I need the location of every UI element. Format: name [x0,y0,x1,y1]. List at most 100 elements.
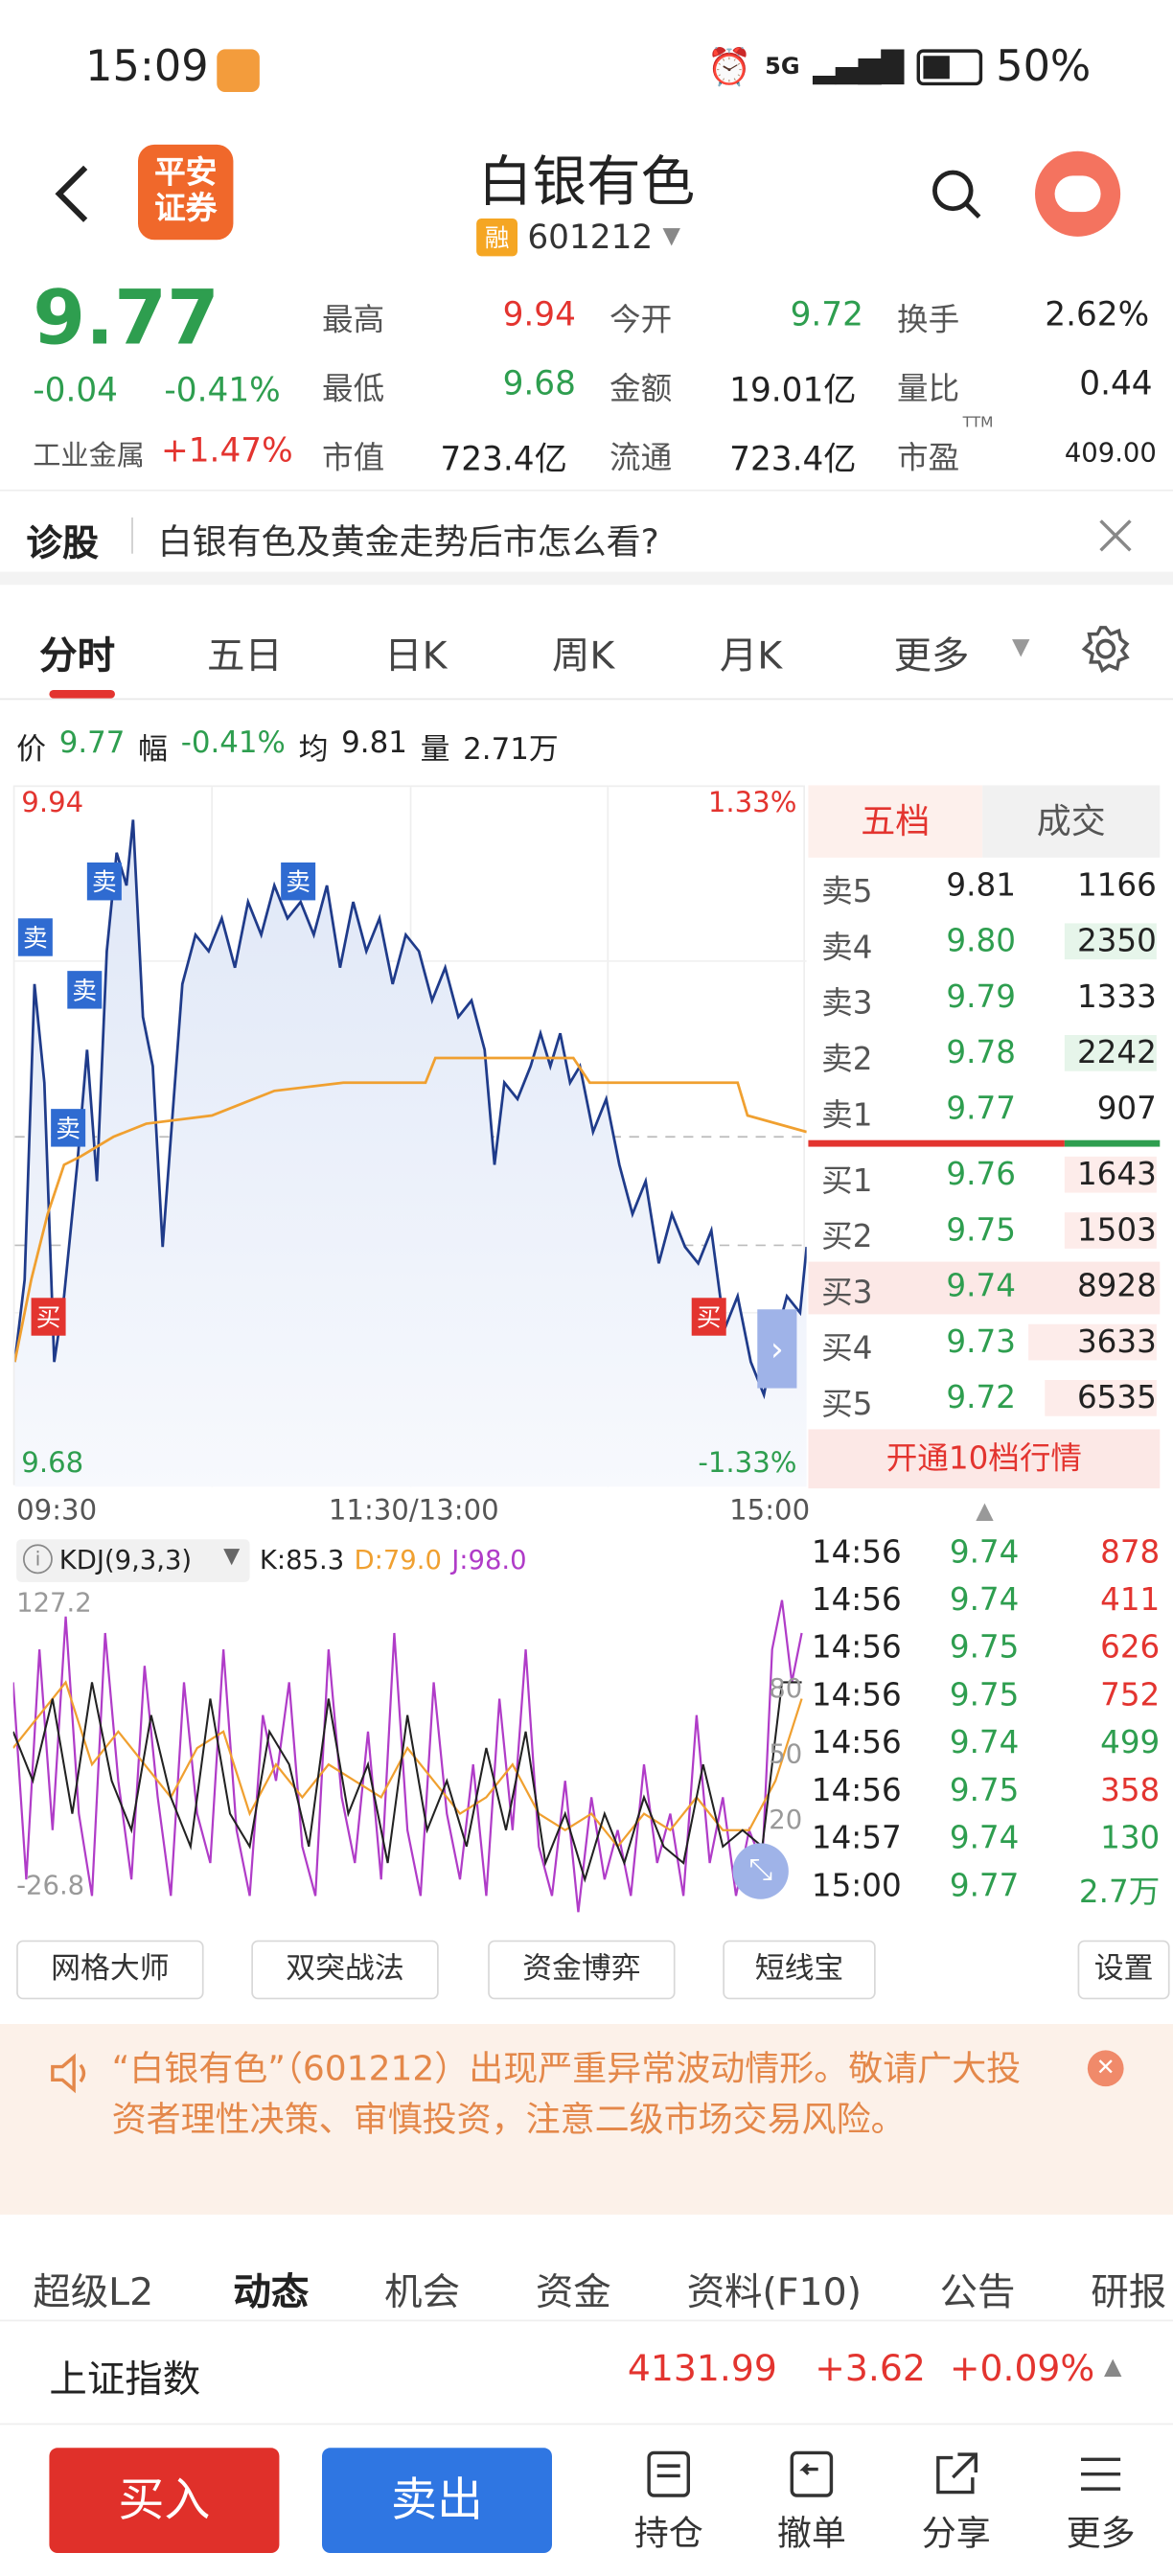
buy-button[interactable]: 买入 [49,2448,280,2554]
back-icon[interactable] [49,161,95,227]
diagnosis-bar[interactable]: 诊股 白银有色及黄金走势后市怎么看? [0,489,1173,586]
tab-month-k[interactable]: 月K [719,635,783,679]
info-vol: 2.71万 [463,732,559,768]
info-price-label: 价 [16,732,47,768]
kdj-20: 20 [769,1804,803,1835]
intraday-chart[interactable]: 9.94 1.33% 9.68 -1.33% 卖 卖 卖 卖 卖 买 买 › [12,785,807,1487]
avg-price-line [14,1056,807,1363]
buy-sell-ratio-bar [808,1139,1065,1147]
buy-marker[interactable]: 买 [31,1298,66,1336]
kdj-chart[interactable]: 127.2 -26.8 80 50 20 ⤡ [12,1584,805,1913]
tab-news[interactable]: 动态 [233,2271,310,2315]
tab-more[interactable]: 更多 [893,635,970,679]
kdj-j: J:98.0 [451,1544,527,1576]
share-label: 分享 [921,2513,991,2554]
tab-funds[interactable]: 资金 [535,2271,611,2315]
share-button[interactable]: 分享 [910,2448,1002,2556]
index-pct: +0.09% [949,2349,1095,2391]
high-label: 最高 [322,302,385,339]
kdj-k-line [12,1681,802,1883]
float-value: 723.4亿 [729,438,857,478]
tab-opportunity[interactable]: 机会 [384,2271,461,2315]
holdings-icon [647,2450,691,2497]
tab-intraday[interactable]: 分时 [39,635,116,679]
info-vol-label: 量 [420,732,450,768]
sell-marker[interactable]: 卖 [17,918,53,956]
tab-announcements[interactable]: 公告 [939,2271,1016,2315]
margin-badge: 融 [476,218,518,256]
sell-marker[interactable]: 卖 [281,862,316,901]
grid-master-button[interactable]: 网格大师 [16,1940,204,2000]
status-time: 15:09 [85,42,209,93]
settings-button[interactable]: 设置 [1077,1940,1170,2000]
settings-gear-icon[interactable] [1081,624,1130,674]
tab-trades[interactable]: 成交 [982,785,1161,858]
info-range-label: 幅 [138,732,168,768]
more-button[interactable]: 更多 [1055,2448,1147,2556]
tick-row: 14:56 9.74 411 [811,1581,1161,1619]
caret-down-icon: ▼ [1012,633,1030,661]
kdj-k: K:85.3 [259,1544,345,1576]
bid-row: 买2 9.75 1503 [821,1212,1157,1255]
tick-row: 15:00 9.77 2.7万 [811,1868,1161,1911]
tab-five-levels[interactable]: 五档 [808,785,983,858]
cancel-order-button[interactable]: 撤单 [766,2448,858,2556]
info-icon[interactable]: i [23,1544,53,1575]
amount-value: 19.01亿 [729,369,857,409]
sell-button[interactable]: 卖出 [322,2448,553,2554]
expand-chevron-icon[interactable]: › [757,1309,797,1389]
alarm-icon: ⏰ [706,46,752,88]
ask-row: 卖4 9.80 2350 [821,923,1157,967]
tick-row: 14:56 9.74 499 [811,1725,1161,1761]
open-value: 9.72 [790,293,863,334]
close-notice-icon[interactable]: ✕ [1087,2050,1124,2087]
sell-marker[interactable]: 卖 [86,862,122,901]
tick-row: 14:57 9.74 130 [811,1820,1161,1857]
notice-text: “白银有色”（601212）出现严重异常波动情形。敬请广大投资者理性决策、审慎投… [111,2048,1022,2140]
kdj-values: K:85.3 D:79.0 J:98.0 [260,1544,527,1576]
tick-row: 14:56 9.75 752 [811,1677,1161,1714]
caret-up-icon[interactable]: ▲ [976,1498,994,1525]
buy-marker[interactable]: 买 [691,1298,726,1336]
search-icon[interactable] [930,168,982,220]
tab-week-k[interactable]: 周K [552,635,615,679]
open-10-levels-button[interactable]: 开通10档行情 [808,1429,1161,1489]
pe-label: 市盈 [897,440,960,477]
sell-marker[interactable]: 卖 [67,971,103,1009]
tab-day-k[interactable]: 日K [384,635,448,679]
tab-f10[interactable]: 资料(F10) [686,2271,862,2315]
fund-game-button[interactable]: 资金博弈 [488,1940,676,2000]
fullscreen-icon[interactable]: ⤡ [732,1843,789,1899]
vol-ratio-value: 0.44 [1079,362,1153,403]
network-label: 5G [765,54,800,81]
chart-bottom-price: 9.68 [21,1447,84,1481]
kdj-50: 50 [769,1737,803,1770]
info-price: 9.77 [58,725,126,761]
ask-row: 卖5 9.81 1166 [821,867,1157,910]
sell-marker[interactable]: 卖 [51,1109,86,1147]
chart-tabs: 分时 五日 日K 周K 月K 更多 ▼ [0,601,1173,701]
indicator-name: KDJ(9,3,3) [58,1544,193,1576]
turnover-value: 2.62% [1045,293,1150,334]
tab-super-l2[interactable]: 超级L2 [33,2271,154,2315]
buy-sell-ratio-bar [1064,1139,1161,1147]
close-icon[interactable] [1097,518,1134,554]
tab-research[interactable]: 研报 [1091,2271,1167,2315]
caret-down-icon: ▼ [662,223,680,250]
assistant-avatar[interactable] [1035,150,1121,237]
double-break-button[interactable]: 双突战法 [251,1940,439,2000]
divider [131,518,133,554]
holdings-button[interactable]: 持仓 [623,2448,715,2556]
short-line-button[interactable]: 短线宝 [723,1940,876,2000]
kdj-bottom: -26.8 [16,1869,85,1901]
stock-code: 601212 [527,217,654,257]
price-area [14,819,807,1487]
stock-code-selector[interactable]: 融 601212 ▼ [476,217,680,256]
indicator-selector[interactable]: i KDJ(9,3,3) ▼ [16,1539,250,1582]
index-ticker[interactable]: 上证指数 4131.99 +3.62 +0.09% ▲ [0,2319,1173,2426]
tab-five-day[interactable]: 五日 [207,635,283,679]
status-right: ⏰ 5G ▂▄▆█ 50% [706,43,1091,92]
caret-up-icon[interactable]: ▲ [1104,2354,1122,2381]
diagnosis-text: 白银有色及黄金走势后市怎么看? [157,522,659,563]
sector-label[interactable]: 工业金属 [33,440,145,473]
